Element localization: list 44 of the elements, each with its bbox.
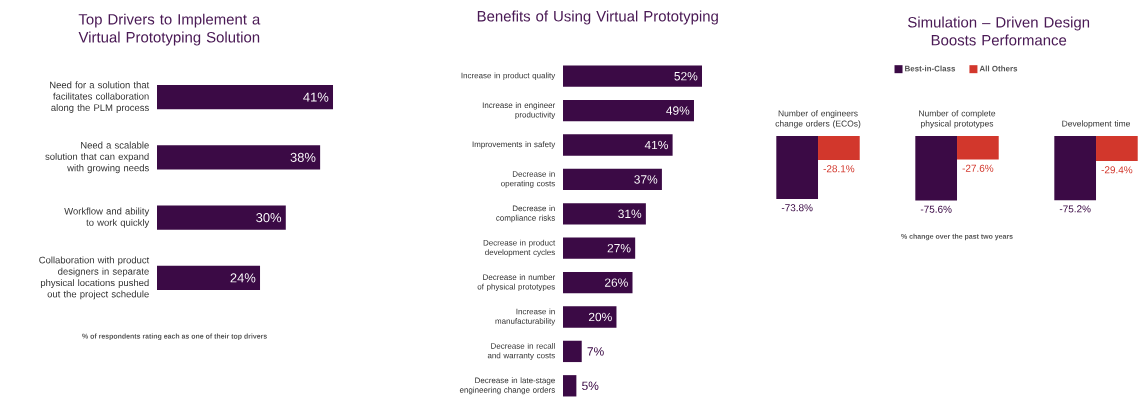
bar [157,145,321,170]
chart-title: Simulation – Driven Design Boosts Performance [908,16,1090,46]
data-label: 41% [644,140,668,150]
data-label: 5% [582,381,599,390]
data-label: 24% [230,273,256,283]
y-tick-label: Workflow and ability to work quickly [64,207,150,228]
x-tick-label: Development time [1062,120,1130,129]
bar [563,99,694,122]
bar [563,237,636,259]
data-label: 52% [674,71,698,81]
bar [563,306,617,328]
y-tick-label: Need for a solution that facilitates collaboration along the PLM process [50,81,150,113]
y-tick-label: Collaboration with product designers in separate physical locations pushed out the project schedule [39,256,150,300]
bar [157,205,286,230]
bar [563,203,646,225]
data-label: 49% [666,106,690,115]
data-label: 41% [303,92,329,102]
bar [157,85,334,110]
data-label: -73.8% [781,204,813,212]
bar [563,168,662,191]
bar [563,134,673,156]
data-label: 31% [618,209,642,219]
bar [563,340,582,363]
bar [563,65,703,87]
data-label: -28.1% [823,165,855,173]
bar [563,271,633,294]
data-label: -27.6% [962,164,994,172]
chart-title: Top Drivers to Implement a Virtual Prototyping Solution [78,13,261,46]
data-label: 38% [290,152,316,162]
x-tick-label: Number of engineers change orders (ECOs) [775,110,861,129]
data-label: 20% [588,312,612,322]
data-label: -75.2% [1059,205,1091,213]
data-label: 7% [587,347,604,356]
data-label: 30% [256,213,282,223]
y-tick-label: Need a scalable solution that can expand with growing needs [45,141,149,174]
data-label: -29.4% [1101,166,1133,174]
chart-title: Benefits of Using Virtual Prototyping [477,10,718,25]
bar [563,375,577,397]
data-label: 27% [607,244,631,253]
data-label: -75.6% [920,205,952,213]
bar [157,265,261,290]
x-tick-label: Number of complete physical prototypes [919,110,996,129]
data-label: 26% [604,278,628,287]
data-label: 37% [634,175,658,184]
